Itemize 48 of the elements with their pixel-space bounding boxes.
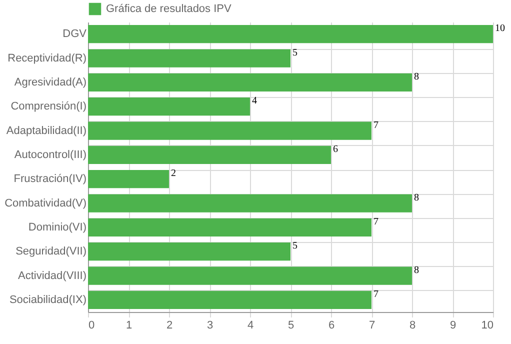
data-label: 6 (333, 144, 338, 155)
data-label: 8 (414, 192, 419, 204)
bar (88, 290, 372, 309)
y-tick-label: Dominio(VI) (28, 221, 86, 234)
y-tick-label: Frustración(IV) (14, 173, 86, 186)
bar (88, 266, 412, 285)
legend-label: Gráfica de resultados IPV (106, 3, 232, 15)
bar (88, 49, 290, 68)
x-tick-label: 4 (247, 320, 254, 332)
x-tick-label: 9 (450, 320, 456, 332)
y-tick-label: Agresividad(A) (14, 76, 86, 88)
y-tick-label: Sociabilidad(IX) (9, 294, 86, 306)
bar (88, 25, 493, 44)
data-label: 7 (374, 216, 378, 228)
x-tick-label: 10 (481, 320, 494, 332)
data-label: 10 (495, 23, 505, 34)
x-tick-label: 1 (126, 320, 132, 332)
data-label: 7 (374, 120, 378, 131)
y-tick-label: DGV (62, 28, 88, 40)
bar (88, 146, 331, 164)
data-label: 8 (414, 71, 419, 82)
data-label: 5 (292, 47, 298, 58)
y-tick-label: Combatividad(V) (4, 197, 86, 210)
x-tick-label: 6 (328, 320, 335, 332)
bar (88, 73, 412, 92)
bar (88, 122, 372, 140)
x-tick-label: 0 (88, 320, 95, 332)
y-tick-label: Seguridad(VII) (16, 246, 86, 258)
x-tick-label: 2 (166, 320, 173, 332)
data-label: 2 (171, 168, 176, 180)
bar (88, 218, 372, 236)
data-label: 4 (252, 96, 257, 107)
y-tick-label: Adaptabilidad(II) (6, 124, 86, 137)
bar (88, 194, 412, 212)
y-tick-label: Comprensión(I) (10, 100, 86, 113)
bar (88, 170, 169, 188)
bar (88, 98, 250, 116)
bar (88, 242, 290, 261)
data-label: 5 (292, 240, 298, 252)
x-tick-label: 3 (206, 320, 214, 332)
x-tick-label: 8 (409, 320, 416, 332)
data-label: 7 (374, 288, 378, 300)
y-tick-label: Autocontrol(III) (14, 148, 86, 161)
x-tick-label: 5 (288, 320, 294, 332)
x-tick-label: 7 (368, 320, 376, 332)
data-label: 8 (414, 264, 419, 276)
y-tick-label: Actividad(VIII) (18, 270, 86, 282)
y-tick-label: Receptividad(R) (8, 52, 86, 64)
